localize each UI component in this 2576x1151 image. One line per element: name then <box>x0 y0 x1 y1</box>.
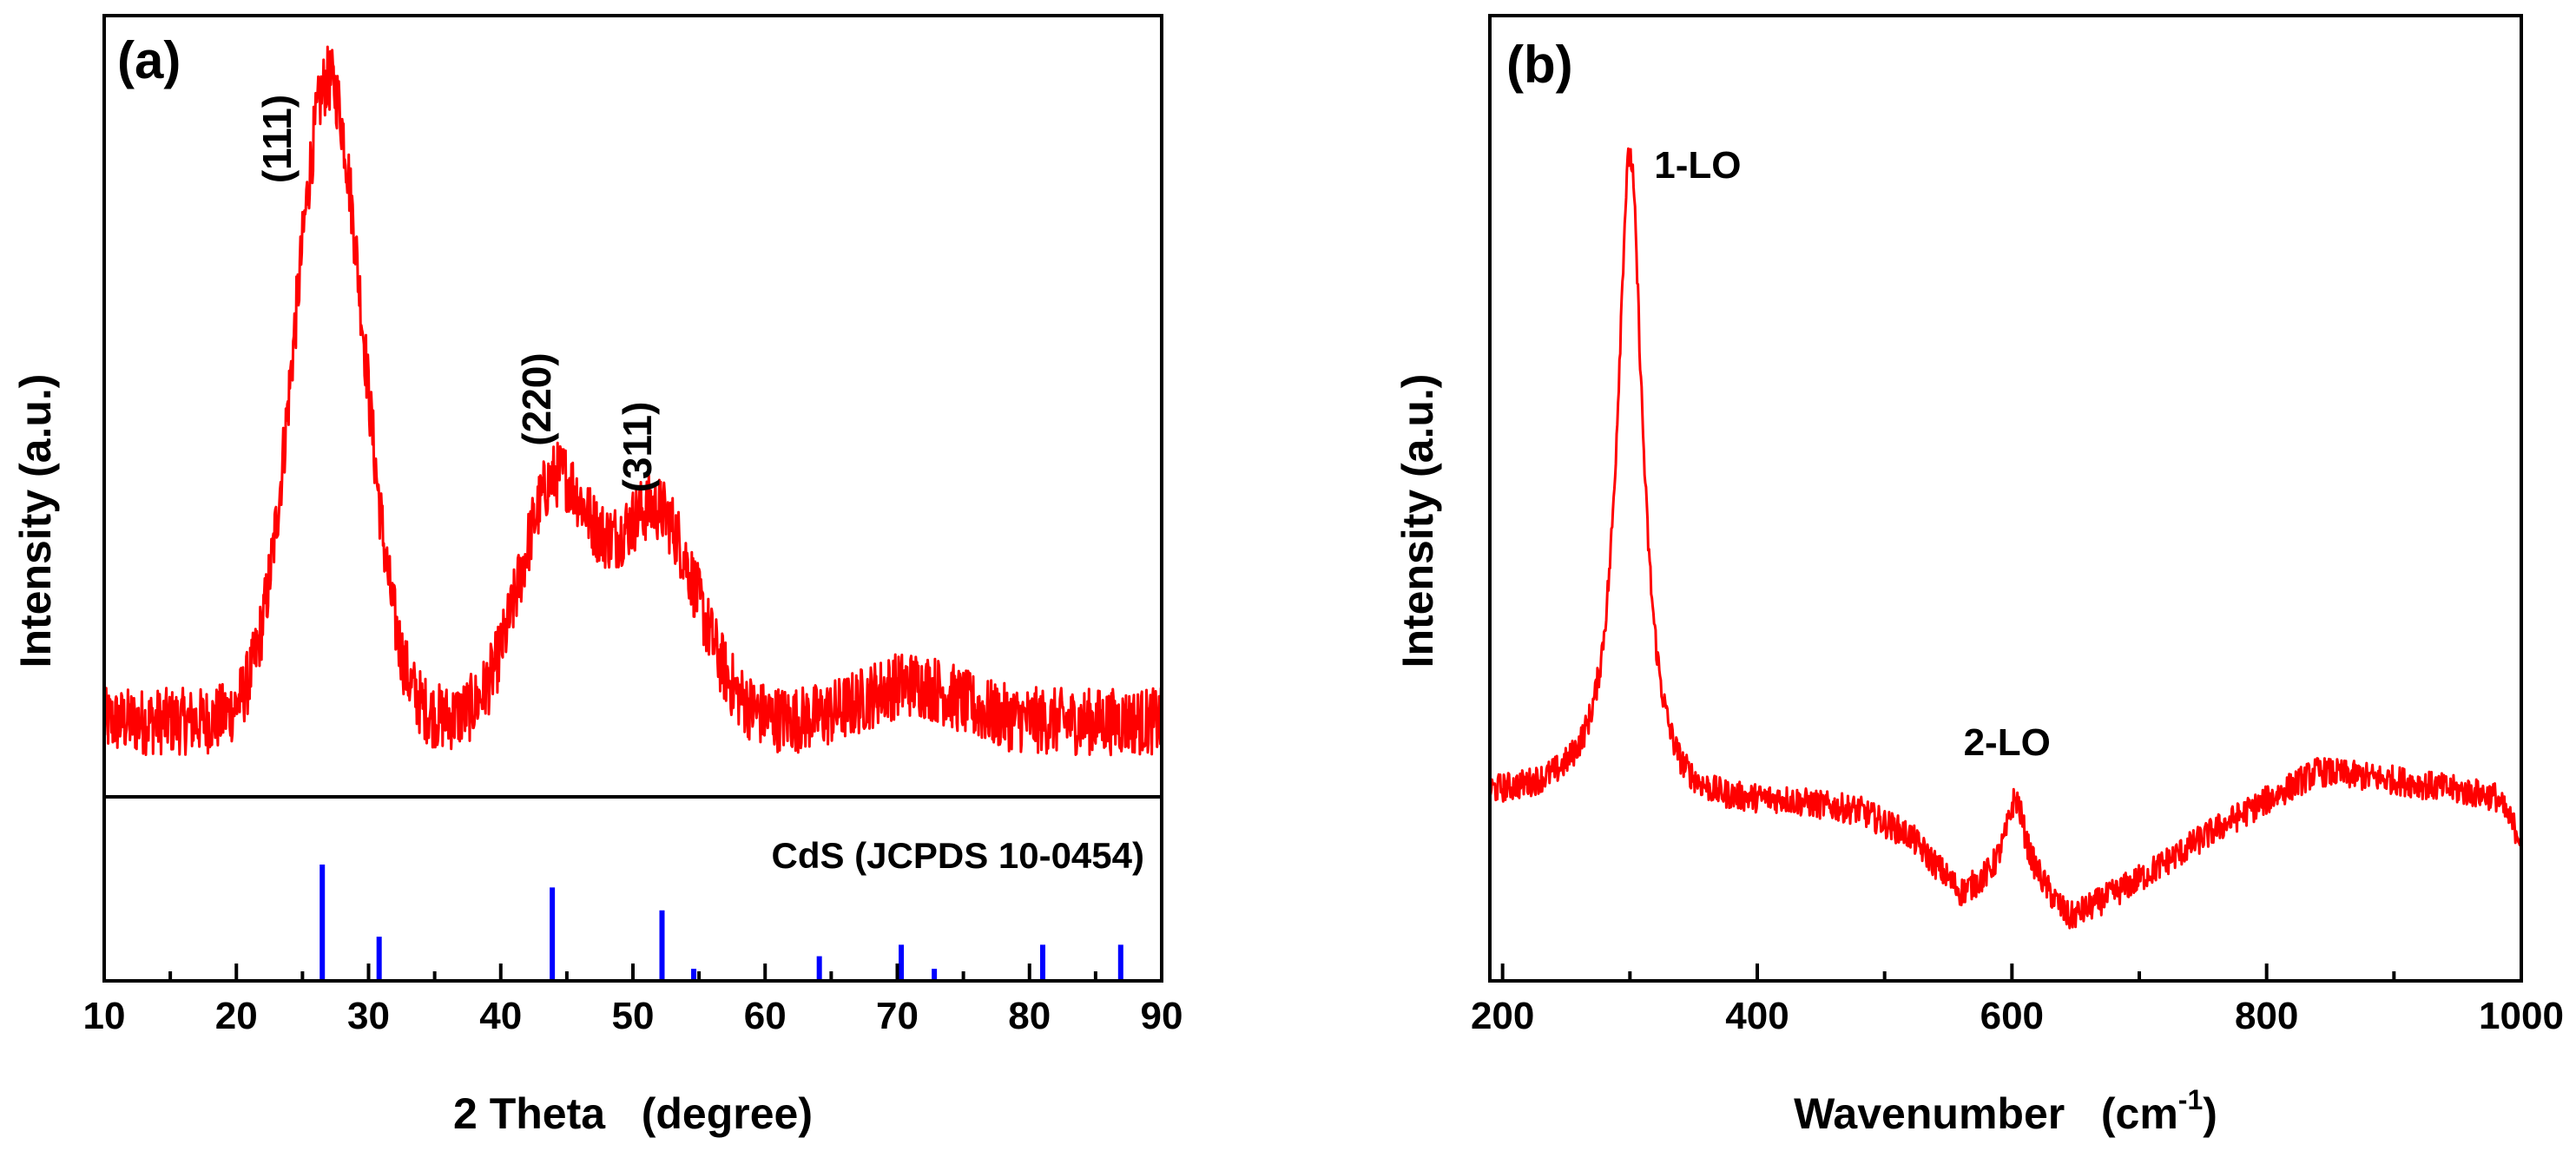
panel-b-x-tick-label: 400 <box>1725 995 1789 1037</box>
panel-a-x-tick-label: 10 <box>83 995 126 1037</box>
panel-b-xlabel-end: ) <box>2203 1089 2217 1138</box>
panel-a-reference-label: CdS (JCPDS 10-0454) <box>772 835 1145 876</box>
panel-a-x-ticks: 10 20 30 40 50 60 70 80 90 <box>83 964 1183 1037</box>
panel-a-series-line <box>102 45 1163 757</box>
panel-a-label: (a) <box>117 31 181 89</box>
panel-a-x-tick-label: 60 <box>744 995 787 1037</box>
panel-a-reference-lines <box>320 865 1123 979</box>
panel-b-series-line <box>1488 147 2523 930</box>
panel-b-frame <box>1488 14 2523 983</box>
panel-b-x-tick-label: 200 <box>1471 995 1534 1037</box>
panel-b-xlabel: Wavenumber (cm-1) <box>1794 1084 2217 1138</box>
panel-a-annotation-311: (311) <box>615 402 660 493</box>
panel-a-x-tick-label: 20 <box>215 995 258 1037</box>
panel-a-x-tick-label: 40 <box>479 995 522 1037</box>
panel-b-x-tick-label: 800 <box>2235 995 2298 1037</box>
panel-b-xlabel-sup: -1 <box>2178 1084 2203 1115</box>
panel-a-annotation-220: (220) <box>514 352 559 445</box>
panel-a-xrd-chart: Intensity (a.u.) 10 20 30 40 50 60 70 80 90 (a) … <box>11 14 1183 1138</box>
panel-b-x-tick-label: 600 <box>1980 995 2044 1037</box>
panel-b-raman-chart: Intensity (a.u.) 200 400 600 800 1000 (b) 1-… <box>1393 14 2564 1138</box>
panel-b-series <box>1488 147 2523 930</box>
panel-a-x-tick-label: 70 <box>876 995 919 1037</box>
panel-b-annotation-2lo: 2-LO <box>1964 721 2051 764</box>
panel-a-x-tick-label: 80 <box>1008 995 1051 1037</box>
panel-b-annotation-1lo: 1-LO <box>1654 144 1741 187</box>
panel-a-x-tick-label: 90 <box>1141 995 1183 1037</box>
panel-b-xlabel-main: Wavenumber (cm <box>1794 1089 2178 1138</box>
panel-a-xlabel: 2 Theta (degree) <box>453 1089 813 1138</box>
panel-b-x-ticks: 200 400 600 800 1000 <box>1471 964 2564 1037</box>
panel-b-ylabel: Intensity (a.u.) <box>1393 374 1442 668</box>
panel-a-frame <box>102 14 1163 983</box>
panel-a-x-tick-label: 30 <box>347 995 390 1037</box>
panel-a-ylabel: Intensity (a.u.) <box>11 374 60 668</box>
panel-b-label: (b) <box>1506 36 1573 94</box>
panel-a-series <box>102 45 1163 757</box>
panel-a-annotation-111: (111) <box>254 95 300 183</box>
panel-a-x-tick-label: 50 <box>612 995 655 1037</box>
panel-b-x-tick-label: 1000 <box>2479 995 2564 1037</box>
